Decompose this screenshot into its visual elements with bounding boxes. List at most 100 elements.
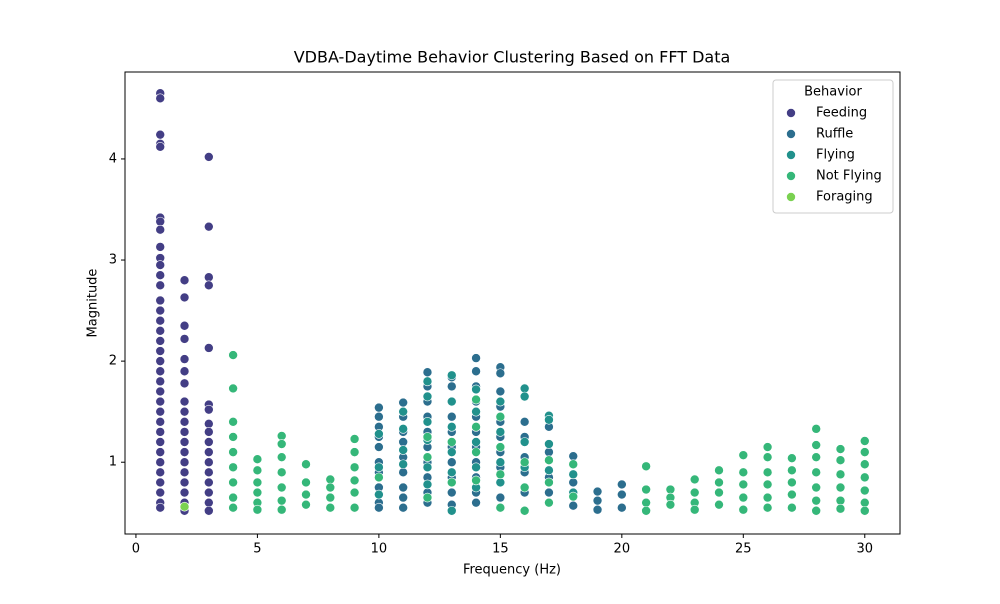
x-tick-label: 0 xyxy=(132,542,140,557)
point xyxy=(398,397,408,408)
point xyxy=(179,275,190,286)
point xyxy=(349,475,360,486)
point xyxy=(446,437,457,447)
point xyxy=(544,447,554,457)
point xyxy=(228,477,238,488)
point xyxy=(301,477,311,488)
point xyxy=(374,442,384,452)
point xyxy=(179,354,190,364)
point xyxy=(204,221,214,232)
point xyxy=(204,419,214,429)
point xyxy=(155,467,166,478)
point xyxy=(446,411,457,422)
point xyxy=(568,469,579,480)
point xyxy=(811,495,821,506)
point xyxy=(155,270,166,280)
legend-marker xyxy=(786,129,796,139)
point xyxy=(859,485,870,496)
point xyxy=(592,504,603,515)
point xyxy=(471,394,481,405)
point xyxy=(519,505,530,516)
point xyxy=(179,416,190,427)
point xyxy=(519,383,530,394)
point xyxy=(422,462,433,473)
point xyxy=(179,467,190,478)
legend-marker xyxy=(786,171,796,181)
point xyxy=(252,465,263,476)
point xyxy=(495,396,506,407)
point xyxy=(689,487,700,498)
point xyxy=(422,479,433,490)
point xyxy=(179,366,190,377)
point xyxy=(374,472,384,483)
point xyxy=(155,336,166,346)
point xyxy=(519,416,530,427)
point xyxy=(762,452,773,462)
point xyxy=(762,502,773,513)
point xyxy=(155,406,166,417)
point xyxy=(446,477,457,488)
point xyxy=(495,427,506,437)
point xyxy=(446,505,457,516)
x-tick-label: 5 xyxy=(253,542,261,557)
point xyxy=(859,472,870,483)
point xyxy=(446,457,457,468)
point xyxy=(495,457,506,468)
point xyxy=(204,404,214,415)
point xyxy=(349,502,360,513)
point xyxy=(155,216,166,227)
point xyxy=(204,427,214,437)
point xyxy=(495,386,506,397)
point xyxy=(422,367,433,378)
point xyxy=(155,366,166,377)
point xyxy=(204,497,214,508)
point xyxy=(471,475,481,486)
x-tick-label: 30 xyxy=(856,542,873,557)
point xyxy=(179,406,190,417)
point xyxy=(835,495,846,506)
point xyxy=(325,502,336,513)
point xyxy=(617,489,627,500)
x-tick-label: 25 xyxy=(735,542,752,557)
point xyxy=(301,499,311,510)
point xyxy=(155,356,166,366)
point xyxy=(155,487,166,498)
point xyxy=(762,492,773,503)
point xyxy=(228,502,238,513)
point xyxy=(544,477,554,488)
point xyxy=(471,497,481,508)
point xyxy=(228,447,238,457)
point xyxy=(787,453,797,463)
point xyxy=(179,292,190,303)
point xyxy=(155,326,166,336)
point xyxy=(155,437,166,447)
point xyxy=(374,402,384,413)
point xyxy=(155,315,166,326)
y-axis-label: Magnitude xyxy=(86,269,101,338)
legend-title: Behavior xyxy=(804,85,862,100)
point xyxy=(446,447,457,457)
point xyxy=(276,495,287,506)
point xyxy=(155,224,166,235)
point xyxy=(276,482,287,493)
point xyxy=(252,477,263,488)
point xyxy=(471,462,481,473)
point xyxy=(155,142,166,152)
point xyxy=(568,477,579,488)
point xyxy=(811,467,821,478)
point xyxy=(665,484,676,495)
point xyxy=(155,457,166,468)
point xyxy=(179,378,190,389)
point xyxy=(155,346,166,356)
point xyxy=(738,479,749,490)
plot-frame xyxy=(124,71,901,535)
point xyxy=(204,447,214,457)
point xyxy=(398,502,408,513)
point xyxy=(374,502,384,513)
point xyxy=(252,487,263,498)
point xyxy=(835,503,846,514)
point xyxy=(179,334,190,344)
point xyxy=(301,489,311,500)
point xyxy=(204,272,214,283)
